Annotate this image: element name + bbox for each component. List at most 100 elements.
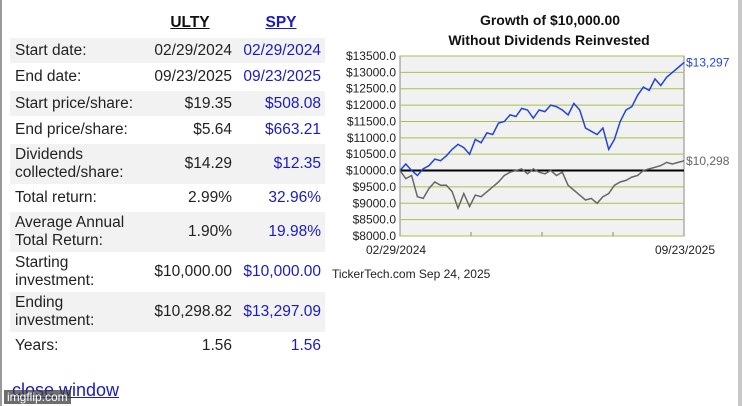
ulty-value: 09/23/2025 bbox=[154, 68, 232, 85]
ulty-value: $19.35 bbox=[143, 91, 236, 116]
data-point-ulty bbox=[648, 168, 650, 170]
end-label-spy: $13,297 bbox=[686, 56, 730, 70]
data-point-ulty bbox=[596, 202, 598, 204]
spy-value: 32.96% bbox=[268, 189, 321, 206]
data-point-spy bbox=[671, 71, 673, 73]
growth-chart: Growth of $10,000.00 Without Dividends R… bbox=[332, 12, 730, 281]
data-point-spy bbox=[538, 109, 540, 111]
data-point-ulty bbox=[422, 197, 424, 199]
data-point-ulty bbox=[584, 199, 587, 201]
data-point-spy bbox=[480, 142, 482, 144]
data-point-ulty bbox=[654, 166, 656, 168]
data-point-ulty bbox=[613, 184, 615, 186]
y-tick-label: $11000.0 bbox=[347, 131, 396, 145]
data-point-ulty bbox=[497, 181, 500, 183]
data-point-spy bbox=[445, 155, 447, 157]
row-label: End date: bbox=[15, 68, 82, 85]
data-point-spy bbox=[613, 138, 615, 141]
y-tick-label: $12000.0 bbox=[346, 98, 396, 112]
data-point-ulty bbox=[642, 169, 644, 172]
data-point-ulty bbox=[480, 196, 482, 198]
data-point-ulty bbox=[660, 165, 662, 167]
data-point-spy bbox=[683, 62, 685, 64]
data-point-ulty bbox=[538, 171, 540, 173]
row-label: Dividends collected/share: bbox=[10, 144, 143, 184]
data-point-spy bbox=[509, 114, 511, 116]
data-point-ulty bbox=[434, 181, 436, 183]
data-point-spy bbox=[550, 104, 552, 106]
data-point-ulty bbox=[451, 191, 453, 193]
y-tick-label: $12500.0 bbox=[346, 82, 396, 96]
data-point-ulty bbox=[515, 169, 517, 172]
data-point-ulty bbox=[608, 192, 610, 195]
spy-value: $10,000.00 bbox=[243, 263, 321, 280]
spy-value: 1.56 bbox=[290, 337, 321, 354]
ulty-value: 02/29/2024 bbox=[143, 38, 236, 63]
row-label: Average Annual Total Return: bbox=[10, 212, 143, 252]
y-tick-label: $13000.0 bbox=[346, 65, 396, 79]
data-point-spy bbox=[637, 94, 639, 96]
table-header-row: ULTY SPY bbox=[10, 8, 325, 38]
series-line-ulty bbox=[399, 160, 685, 211]
window-scrollbar[interactable] bbox=[738, 0, 742, 406]
data-point-ulty bbox=[469, 205, 471, 208]
data-point-spy bbox=[434, 158, 436, 160]
data-point-spy bbox=[648, 89, 650, 91]
data-point-ulty bbox=[428, 187, 430, 190]
table-row: Starting investment: $10,000.00 $10,000.… bbox=[10, 252, 325, 292]
series-lines: $13,297 $10,298 bbox=[399, 56, 730, 211]
data-point-spy bbox=[422, 168, 424, 170]
y-tick-label: $10500.0 bbox=[346, 147, 396, 161]
data-point-spy bbox=[544, 111, 546, 113]
row-label: Start date: bbox=[10, 38, 143, 63]
data-point-spy bbox=[532, 117, 534, 119]
data-point-spy bbox=[631, 106, 633, 108]
data-point-ulty bbox=[619, 181, 621, 183]
data-point-spy bbox=[416, 174, 418, 177]
data-point-ulty bbox=[602, 196, 604, 198]
data-point-spy bbox=[457, 143, 459, 145]
data-point-ulty bbox=[521, 168, 523, 170]
y-tick-label: $8000.0 bbox=[353, 229, 397, 243]
window-left-border bbox=[0, 0, 2, 406]
x-start-label: 02/29/2024 bbox=[366, 243, 426, 257]
data-point-ulty bbox=[486, 191, 488, 193]
row-label: Total return: bbox=[15, 189, 97, 206]
data-point-spy bbox=[503, 120, 505, 123]
table-row: Total return: 2.99% 32.96% bbox=[10, 184, 325, 212]
row-label: Ending investment: bbox=[10, 292, 143, 332]
data-point-spy bbox=[428, 165, 430, 167]
data-point-ulty bbox=[445, 184, 447, 186]
data-point-spy bbox=[515, 115, 517, 118]
data-point-ulty bbox=[590, 197, 592, 199]
comparison-table: ULTY SPY Start date: 02/29/2024 02/29/20… bbox=[10, 8, 325, 360]
spy-value: 19.98% bbox=[236, 212, 325, 252]
spy-value: $12.35 bbox=[236, 144, 325, 184]
y-tick-label: $11500.0 bbox=[347, 114, 396, 128]
header-spacer bbox=[10, 8, 143, 38]
data-point-ulty bbox=[416, 196, 418, 198]
header-spy: SPY bbox=[265, 14, 297, 31]
data-point-ulty bbox=[463, 192, 465, 195]
data-point-ulty bbox=[555, 174, 558, 177]
table-row: End date: 09/23/2025 09/23/2025 bbox=[10, 63, 325, 91]
data-point-spy bbox=[521, 107, 523, 109]
ulty-value: $5.64 bbox=[193, 121, 232, 138]
y-tick-label: $9500.0 bbox=[353, 180, 397, 194]
data-point-ulty bbox=[411, 174, 413, 177]
imgflip-watermark: imgflip.com bbox=[4, 390, 71, 404]
data-point-ulty bbox=[671, 163, 673, 165]
data-point-ulty bbox=[625, 179, 627, 181]
ulty-value: 1.56 bbox=[201, 337, 232, 354]
data-point-ulty bbox=[526, 173, 529, 175]
data-point-spy bbox=[666, 76, 668, 78]
data-point-spy bbox=[463, 147, 465, 149]
data-point-spy bbox=[677, 66, 679, 69]
y-axis-ticks: $8000.0 $8500.0 $9000.0 $9500.0 $10000.0 $105… bbox=[346, 49, 396, 243]
series-line-spy bbox=[399, 62, 685, 177]
table-row: Years: 1.56 1.56 bbox=[10, 332, 325, 360]
table-row: Dividends collected/share: $14.29 $12.35 bbox=[10, 144, 325, 184]
data-point-spy bbox=[619, 120, 621, 123]
chart-footer: TickerTech.com Sep 24, 2025 bbox=[332, 267, 491, 281]
data-point-ulty bbox=[492, 186, 494, 188]
